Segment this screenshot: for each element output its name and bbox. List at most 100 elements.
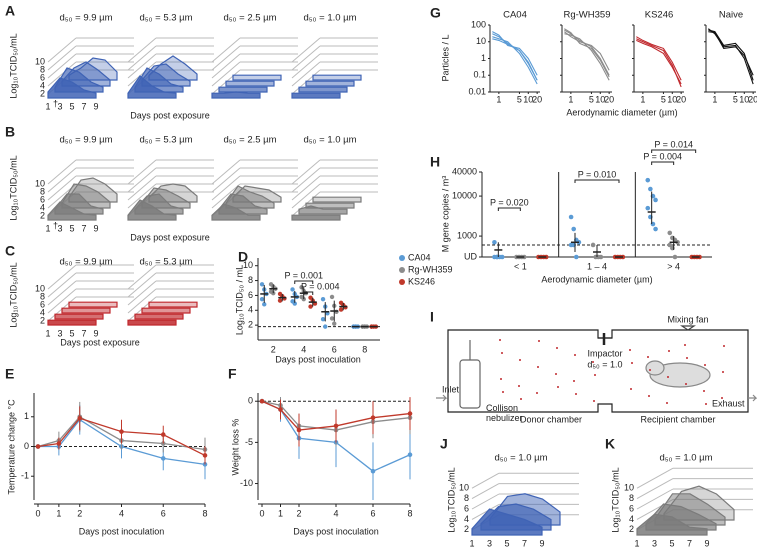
data-point — [590, 242, 596, 248]
aerosol-dot — [667, 376, 669, 378]
nebulizer-label: Collison nebulizer — [486, 403, 523, 423]
y-tick-label: 8 — [40, 64, 45, 74]
aerosol-dot — [630, 388, 632, 390]
x-tick-label: 20 — [748, 94, 757, 104]
p-bracket — [497, 207, 521, 211]
y-tick-label: 4 — [248, 305, 253, 315]
data-point — [323, 324, 328, 329]
aerosol-dot — [555, 373, 557, 375]
x-tick-label: 2 — [296, 508, 301, 518]
y-tick-label: 1000 — [457, 230, 477, 240]
x-tick-label: 1 — [45, 101, 50, 111]
grid-diagonal — [47, 45, 77, 71]
y-axis-label: Log₁₀TCID₅₀/mL — [8, 155, 18, 220]
data-point — [499, 254, 505, 260]
x-tick-label: 8 — [202, 508, 207, 518]
grid-diagonal — [211, 45, 241, 71]
x-tick-label: 4 — [119, 508, 124, 518]
x-tick-label: 3 — [487, 538, 492, 548]
grid-diagonal — [47, 159, 77, 185]
y-tick-label: -1 — [21, 471, 29, 481]
data-point — [492, 239, 497, 245]
impactor-cut-label: d₅₀ = 1.0 — [587, 359, 622, 369]
x-tick-label: 8 — [362, 344, 367, 354]
y-tick-label: 2 — [40, 315, 45, 325]
legend-label: CA04 — [408, 252, 431, 262]
series-line — [708, 29, 754, 81]
y-tick-label: -5 — [245, 437, 253, 447]
x-tick-label: 5 — [69, 101, 74, 111]
grid-diagonal — [211, 159, 241, 185]
panel-label: J — [440, 436, 448, 452]
data-point — [277, 298, 283, 303]
x-tick-label: 2 — [271, 344, 276, 354]
layer-area — [68, 301, 118, 308]
data-point — [370, 468, 376, 474]
grid-diagonal — [471, 493, 500, 510]
y-tick-label: 6 — [248, 290, 253, 300]
y-tick-label: 10 — [35, 178, 45, 188]
aerosol-dot — [519, 359, 521, 361]
x-tick-label: 7 — [81, 101, 86, 111]
recipient-label: Recipient chamber — [640, 414, 715, 424]
impactor-label: Impactor — [587, 348, 622, 358]
aerosol-dot — [574, 354, 576, 356]
subplot-title: d₅₀ = 1.0 µm — [303, 135, 356, 146]
aerosol-dot — [518, 385, 520, 387]
aerosol-dot — [500, 378, 502, 380]
x-tick-label: 7 — [687, 538, 692, 548]
legend-label: Rg-WH359 — [408, 264, 453, 274]
donor-label: Donor chamber — [520, 414, 582, 424]
data-point — [296, 427, 302, 433]
y-tick-label: 1 — [481, 53, 486, 63]
grid-diagonal — [47, 53, 77, 79]
y-tick-label: 1 — [24, 411, 29, 421]
x-tick-label: < 1 — [514, 261, 527, 271]
x-tick-label: 0 — [259, 508, 264, 518]
y-axis-label: Log₁₀TCID₅₀/mL — [610, 467, 620, 532]
data-point — [320, 296, 326, 302]
series-line — [636, 38, 682, 88]
grid-diagonal — [211, 61, 241, 87]
series-line — [707, 28, 754, 85]
x-tick-label: 7 — [522, 538, 527, 548]
data-point — [292, 301, 297, 306]
inlet-label: Inlet — [442, 384, 460, 394]
subplot-title: CA04 — [503, 10, 527, 21]
aerosol-dot — [575, 393, 577, 395]
x-tick-label: 2 — [77, 508, 82, 518]
grid-diagonal — [211, 175, 241, 201]
series-line — [636, 39, 682, 85]
series-line — [492, 36, 538, 85]
y-tick-label: 2 — [629, 524, 634, 534]
nebulizer-label-box: Collison nebulizer — [486, 403, 523, 423]
aerosol-dot — [647, 356, 649, 358]
grid-diagonal — [636, 467, 674, 489]
x-tick-label: 1 — [634, 538, 639, 548]
panel-label: K — [605, 436, 615, 452]
aerosol-dot — [703, 390, 705, 392]
subplot-title: d₅₀ = 2.5 µm — [223, 13, 276, 24]
x-axis-label: Days post inoculation — [275, 354, 361, 364]
y-tick-label: 8 — [40, 291, 45, 301]
series-line — [492, 38, 538, 81]
data-point — [329, 294, 335, 300]
x-tick-label: 10 — [595, 94, 605, 104]
panel-label: A — [5, 3, 15, 19]
data-point — [119, 429, 124, 434]
panel-label: F — [228, 366, 237, 382]
legend-marker — [399, 279, 405, 285]
layer-area — [47, 77, 97, 99]
y-axis-label: Log₁₀TCID₅₀/mL — [8, 262, 18, 327]
x-tick-label: 1 — [640, 94, 645, 104]
p-bracket — [294, 280, 314, 284]
x-axis-label: Days post exposure — [130, 110, 210, 120]
nebulizer — [459, 359, 481, 409]
layer-area — [291, 92, 341, 99]
y-tick-label: 6 — [40, 72, 45, 82]
layer-area — [305, 80, 355, 87]
p-value: P = 0.010 — [578, 169, 617, 179]
x-tick-label: 5 — [504, 538, 509, 548]
aerosol-dot — [668, 350, 670, 352]
x-tick-label: 10 — [523, 94, 533, 104]
